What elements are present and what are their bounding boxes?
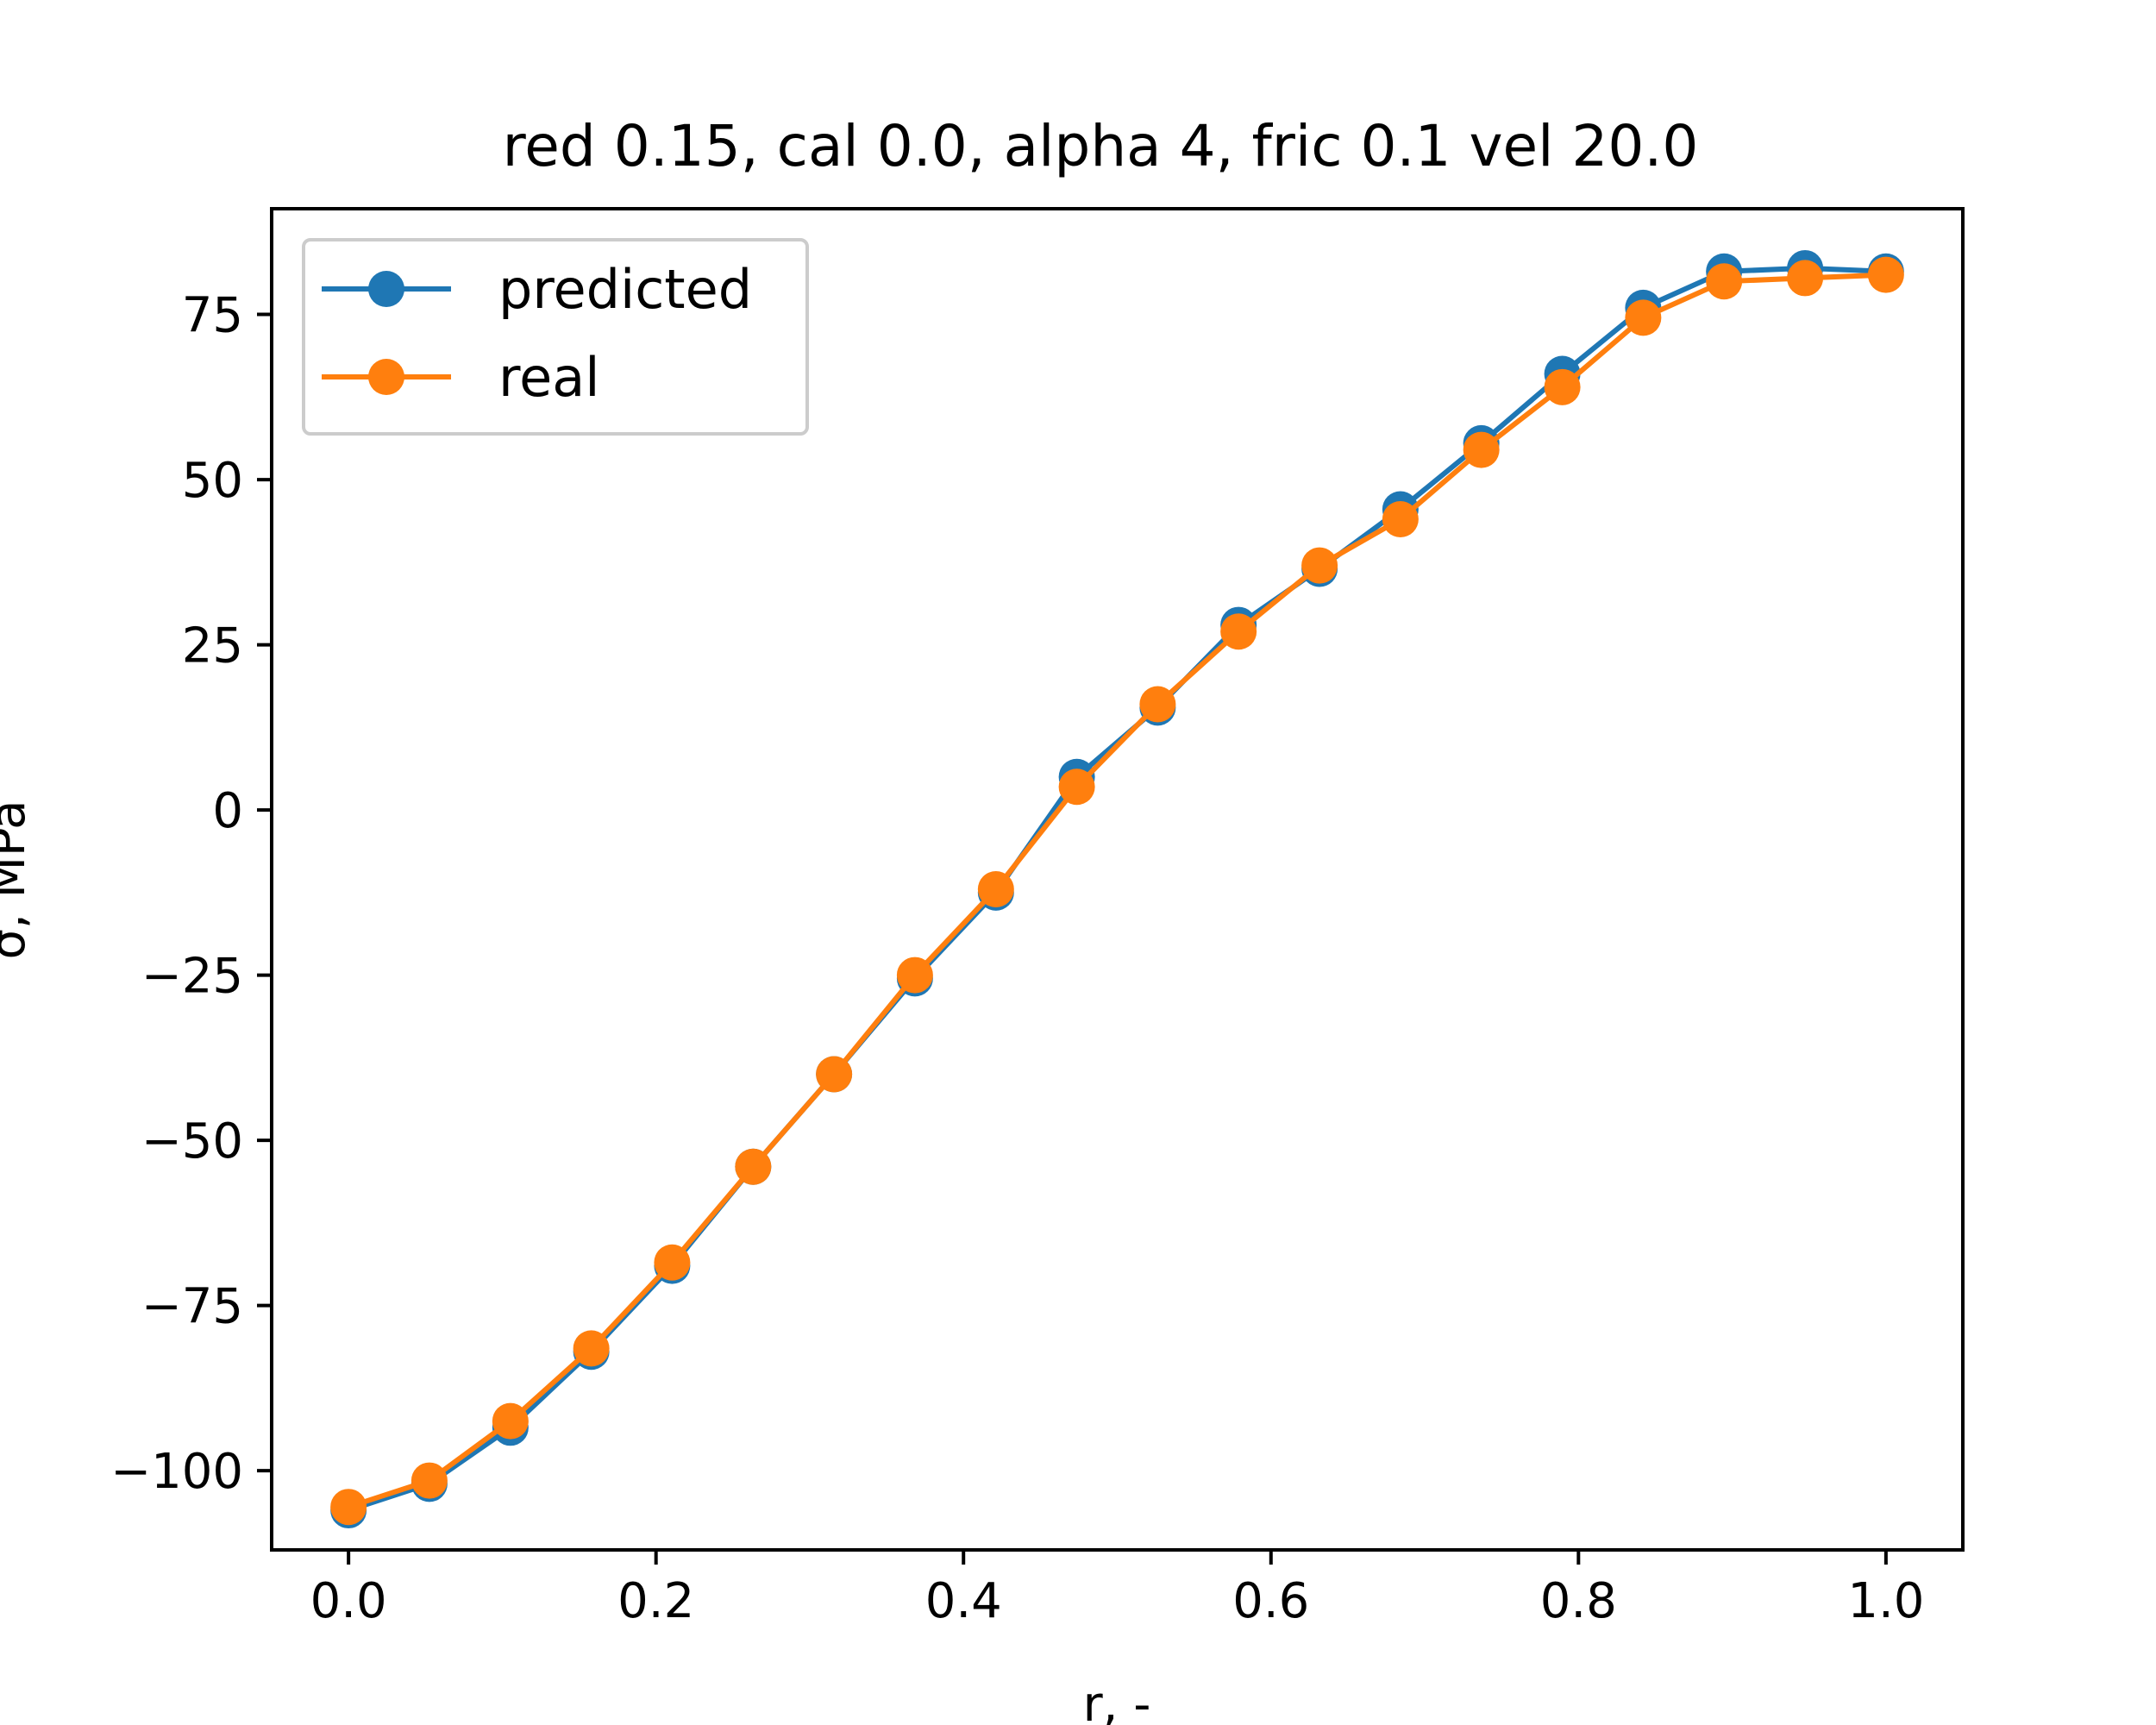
y-tick-label: 0 — [212, 783, 243, 839]
data-point-real — [492, 1402, 529, 1440]
data-point-real — [573, 1330, 610, 1367]
x-tick-label: 0.8 — [1540, 1573, 1617, 1629]
legend-marker-real — [368, 359, 404, 395]
data-point-real — [1058, 768, 1095, 806]
y-tick-label: −25 — [141, 949, 243, 1005]
x-tick-label: 0.0 — [310, 1573, 387, 1629]
x-axis-ticks: 0.0 0.2 0.4 0.6 0.8 1.0 — [310, 1550, 1924, 1629]
legend-label-real: real — [498, 346, 600, 409]
chart-title: red 0.15, cal 0.0, alpha 4, fric 0.1 vel… — [503, 113, 1699, 179]
data-point-real — [896, 957, 933, 994]
y-tick-label: 25 — [182, 618, 243, 674]
y-axis-label: σ, MPa — [0, 800, 36, 960]
series-layer — [330, 249, 1904, 1529]
data-point-real — [1382, 501, 1419, 538]
y-tick-label: 50 — [182, 453, 243, 509]
plot-frame — [270, 207, 1965, 1552]
y-tick-label: −100 — [110, 1444, 243, 1500]
data-point-real — [1301, 547, 1338, 584]
x-tick-label: 0.6 — [1232, 1573, 1309, 1629]
y-tick-label: 75 — [182, 288, 243, 344]
data-point-real — [1625, 299, 1662, 336]
x-axis-label: r, - — [1083, 1677, 1151, 1725]
legend-label-predicted: predicted — [498, 258, 752, 321]
data-point-real — [1463, 431, 1500, 468]
data-point-real — [977, 870, 1014, 907]
data-point-real — [1787, 260, 1824, 297]
x-tick-label: 1.0 — [1847, 1573, 1924, 1629]
data-point-real — [1706, 263, 1743, 300]
data-point-real — [330, 1489, 367, 1526]
y-axis-ticks: 75 50 25 0 −25 −50 −75 −100 — [110, 288, 272, 1500]
data-point-real — [1544, 368, 1581, 405]
data-point-real — [411, 1462, 448, 1499]
data-point-real — [654, 1244, 691, 1281]
legend-marker-predicted — [368, 271, 404, 307]
legend: predicted real — [302, 238, 809, 436]
data-point-real — [1139, 686, 1176, 723]
data-point-real — [1220, 613, 1257, 650]
x-tick-label: 0.4 — [925, 1573, 1002, 1629]
data-point-real — [735, 1148, 772, 1185]
x-tick-label: 0.2 — [617, 1573, 694, 1629]
data-point-real — [1867, 256, 1904, 293]
y-tick-label: −75 — [141, 1279, 243, 1335]
data-point-real — [816, 1056, 853, 1093]
y-tick-label: −50 — [141, 1113, 243, 1170]
series-real — [330, 256, 1904, 1526]
